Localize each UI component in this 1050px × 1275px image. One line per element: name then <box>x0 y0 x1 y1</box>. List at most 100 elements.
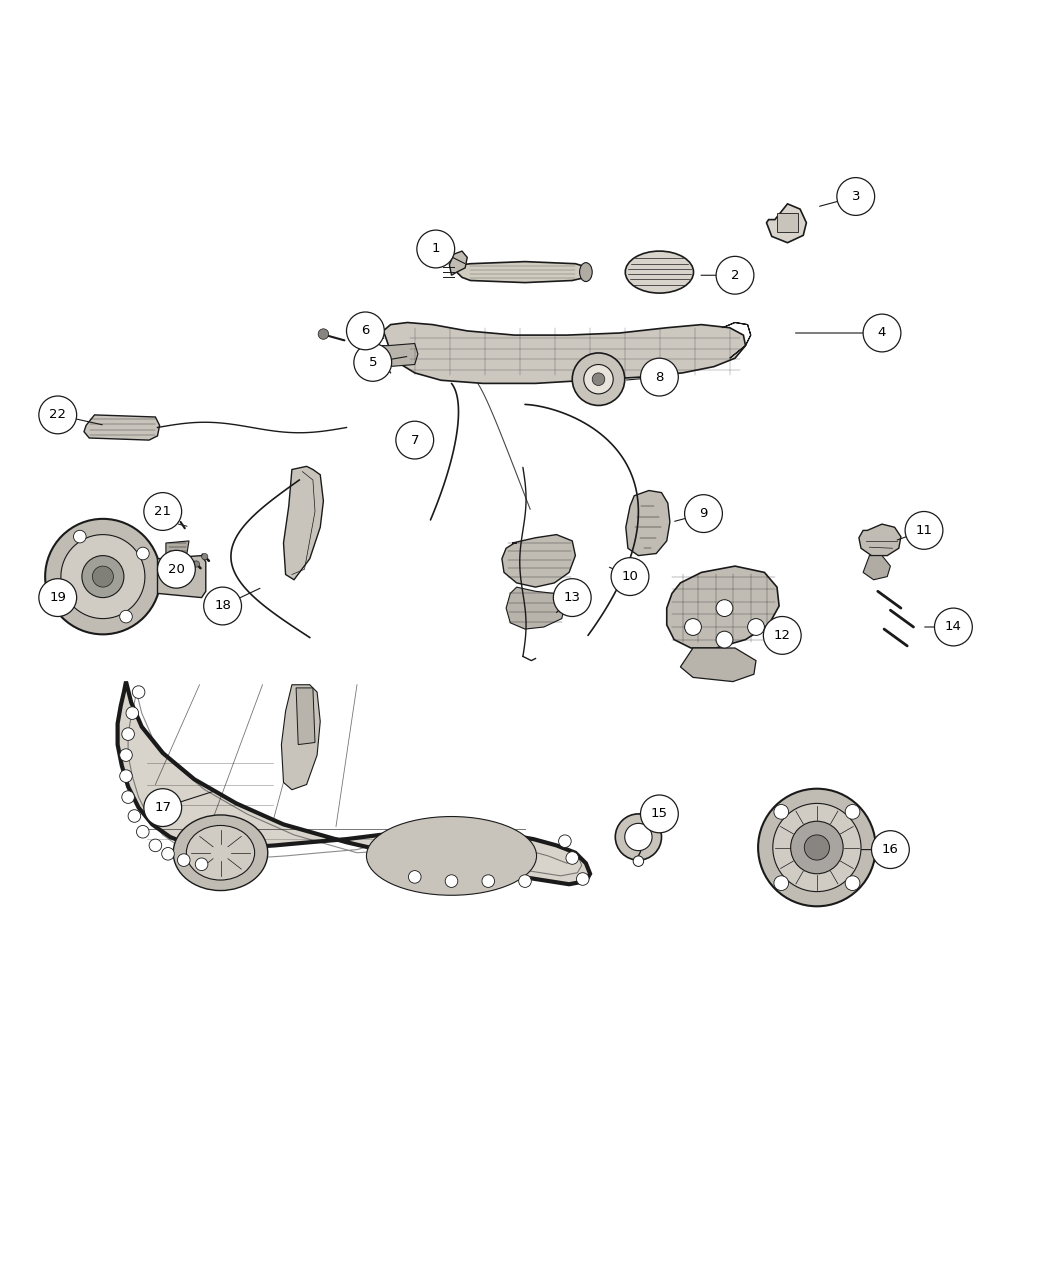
Circle shape <box>566 852 579 864</box>
Ellipse shape <box>580 263 592 282</box>
Circle shape <box>57 593 69 606</box>
Text: 16: 16 <box>882 843 899 856</box>
Polygon shape <box>766 204 806 242</box>
Polygon shape <box>284 467 323 580</box>
Circle shape <box>132 686 145 699</box>
Text: 22: 22 <box>49 408 66 422</box>
Circle shape <box>685 618 701 635</box>
Circle shape <box>74 530 86 543</box>
Text: 6: 6 <box>361 324 370 338</box>
Circle shape <box>758 789 876 907</box>
Polygon shape <box>166 541 189 556</box>
Circle shape <box>774 805 789 820</box>
Circle shape <box>354 343 392 381</box>
Circle shape <box>685 495 722 533</box>
Polygon shape <box>667 566 779 648</box>
Circle shape <box>396 421 434 459</box>
Circle shape <box>640 358 678 397</box>
Polygon shape <box>118 682 590 885</box>
Circle shape <box>195 858 208 871</box>
Text: 15: 15 <box>651 807 668 820</box>
Circle shape <box>120 770 132 783</box>
Polygon shape <box>680 648 756 682</box>
Circle shape <box>202 553 208 560</box>
Circle shape <box>863 314 901 352</box>
Circle shape <box>576 872 589 885</box>
Ellipse shape <box>626 251 694 293</box>
Circle shape <box>615 813 662 861</box>
Circle shape <box>162 848 174 861</box>
Circle shape <box>417 230 455 268</box>
Text: 9: 9 <box>699 507 708 520</box>
Circle shape <box>136 547 149 560</box>
Circle shape <box>39 397 77 434</box>
Circle shape <box>92 566 113 586</box>
Circle shape <box>934 608 972 646</box>
Polygon shape <box>449 251 467 275</box>
Polygon shape <box>158 556 206 598</box>
Polygon shape <box>859 524 901 556</box>
Ellipse shape <box>187 825 254 880</box>
Circle shape <box>837 177 875 215</box>
Circle shape <box>149 839 162 852</box>
Polygon shape <box>626 491 670 556</box>
Circle shape <box>61 534 145 618</box>
Polygon shape <box>863 556 890 580</box>
Circle shape <box>126 706 139 719</box>
Circle shape <box>773 803 861 891</box>
Circle shape <box>559 835 571 848</box>
Circle shape <box>39 579 77 617</box>
Circle shape <box>158 551 195 588</box>
Circle shape <box>122 790 134 803</box>
Ellipse shape <box>173 815 268 890</box>
Polygon shape <box>281 685 320 789</box>
Circle shape <box>519 875 531 887</box>
Circle shape <box>346 312 384 349</box>
Circle shape <box>748 618 764 635</box>
Circle shape <box>482 875 495 887</box>
Circle shape <box>144 492 182 530</box>
Polygon shape <box>457 261 588 283</box>
Circle shape <box>136 825 149 838</box>
Circle shape <box>716 631 733 648</box>
Text: 3: 3 <box>852 190 860 203</box>
Polygon shape <box>506 586 565 629</box>
Circle shape <box>204 586 242 625</box>
Text: 19: 19 <box>49 592 66 604</box>
Circle shape <box>144 789 182 826</box>
Circle shape <box>716 256 754 295</box>
Circle shape <box>845 805 860 820</box>
Circle shape <box>572 353 625 405</box>
Text: 18: 18 <box>214 599 231 612</box>
Circle shape <box>408 871 421 884</box>
Circle shape <box>193 561 200 567</box>
Polygon shape <box>383 323 746 384</box>
Circle shape <box>905 511 943 550</box>
Text: 8: 8 <box>655 371 664 384</box>
Circle shape <box>120 611 132 623</box>
Polygon shape <box>296 688 315 745</box>
Circle shape <box>845 876 860 890</box>
Ellipse shape <box>366 816 537 895</box>
Circle shape <box>625 824 652 850</box>
Circle shape <box>359 358 372 371</box>
Circle shape <box>177 854 190 867</box>
Circle shape <box>640 796 678 833</box>
Text: 1: 1 <box>432 242 440 255</box>
Circle shape <box>872 831 909 868</box>
Polygon shape <box>777 213 798 232</box>
Polygon shape <box>502 534 575 587</box>
Text: 2: 2 <box>731 269 739 282</box>
Text: 5: 5 <box>369 356 377 368</box>
Text: 10: 10 <box>622 570 638 583</box>
Polygon shape <box>84 414 160 440</box>
Circle shape <box>804 835 830 861</box>
Circle shape <box>318 329 329 339</box>
Text: 20: 20 <box>168 562 185 576</box>
Circle shape <box>633 856 644 867</box>
Circle shape <box>716 599 733 617</box>
Text: 13: 13 <box>564 592 581 604</box>
Text: 17: 17 <box>154 801 171 815</box>
Text: 12: 12 <box>774 629 791 641</box>
Circle shape <box>128 810 141 822</box>
